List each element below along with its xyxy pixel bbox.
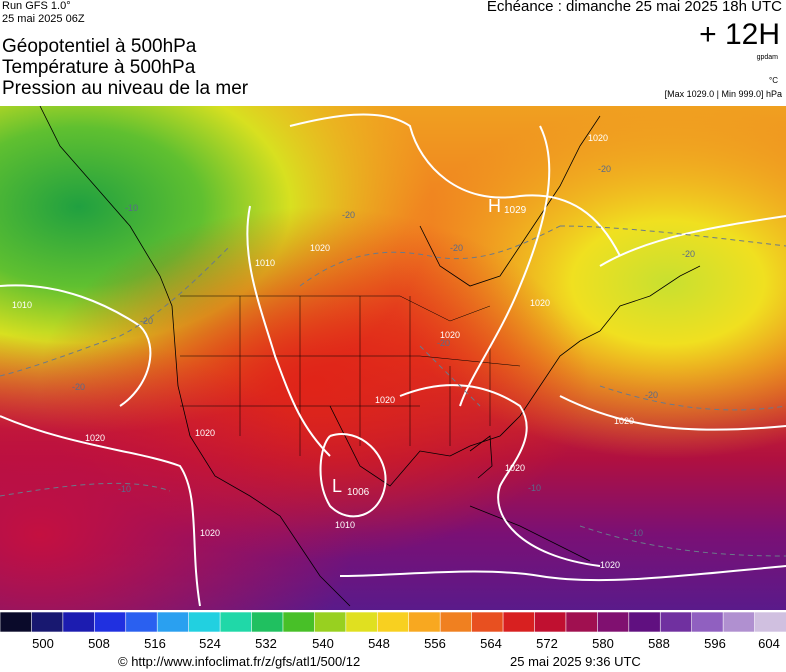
low-value: 1006: [347, 487, 370, 498]
colorbar-tick: 604: [758, 636, 780, 651]
colorbar-swatch: [94, 612, 127, 632]
isobar-label: 1020: [310, 243, 330, 253]
colorbar-swatch: [376, 612, 410, 632]
colorbar-tick: 588: [648, 636, 670, 651]
run-info: Run GFS 1.0° 25 mai 2025 06Z: [2, 0, 85, 26]
colorbar-tick: 500: [32, 636, 54, 651]
isobar-label: 1010: [12, 300, 32, 310]
isobar-label: 1020: [195, 428, 215, 438]
colorbar-swatch: [408, 612, 441, 632]
title-geopotential: Géopotentiel à 500hPa: [2, 36, 197, 57]
isobar-label: 1020: [375, 395, 395, 405]
colorbar-swatch: [251, 612, 284, 632]
run-time: 25 mai 2025 06Z: [2, 13, 85, 25]
colorbar-tick: 524: [199, 636, 221, 651]
isobars: [0, 113, 786, 607]
title-temperature: Température à 500hPa: [2, 57, 196, 78]
colorbar-swatch: [754, 612, 786, 632]
isotherm-label: -10: [630, 528, 643, 538]
colorbar-swatch: [345, 612, 379, 632]
colorbar-swatch: [628, 612, 662, 632]
isotherm-label: -20: [342, 210, 355, 220]
colorbar-tick: 580: [592, 636, 614, 651]
colorbar-swatch: [534, 612, 567, 632]
colorbar: [0, 612, 786, 632]
isobar-label: 1020: [505, 463, 525, 473]
isotherm-label: -20: [682, 249, 695, 259]
colorbar-tick: 540: [312, 636, 334, 651]
colorbar-swatch: [62, 612, 96, 632]
low-symbol: L: [332, 476, 342, 496]
colorbar-swatch: [439, 612, 473, 632]
source-credit: © http://www.infoclimat.fr/z/gfs/atl1/50…: [118, 654, 361, 669]
colorbar-swatch: [502, 612, 536, 632]
isobar-label: 1020: [200, 528, 220, 538]
colorbar-swatch: [219, 612, 253, 632]
colorbar-tick: 564: [480, 636, 502, 651]
isobar-labels: 1010 1020 1020 1010 1020 1020 1020 1020 …: [12, 133, 634, 570]
title-pressure: Pression au niveau de la mer: [2, 78, 249, 99]
isobar-label: 1020: [614, 416, 634, 426]
unit-geopotential: gpdam: [756, 54, 778, 61]
isotherm-label: -20: [437, 338, 450, 348]
colorbar-tick: 548: [368, 636, 390, 651]
colorbar-swatch: [156, 612, 190, 632]
high-pressure-center: H 1029: [488, 196, 527, 216]
generation-timestamp: 25 mai 2025 9:36 UTC: [510, 654, 641, 669]
colorbar-tick: 572: [536, 636, 558, 651]
isotherm-label: -20: [645, 390, 658, 400]
high-value: 1029: [504, 205, 527, 216]
colorbar-swatch: [31, 612, 64, 632]
isobar-label: 1020: [85, 433, 105, 443]
isobar-label: 1010: [255, 258, 275, 268]
colorbar-swatch: [597, 612, 630, 632]
colorbar-swatch: [0, 612, 33, 632]
isotherm-labels: -10 -20 -20 -20 -20 -20 -20 -20 -20 -10 …: [72, 164, 695, 538]
weather-map: 1010 1020 1020 1010 1020 1020 1020 1020 …: [0, 106, 786, 610]
colorbar-swatch: [722, 612, 756, 632]
colorbar-swatch: [314, 612, 347, 632]
low-pressure-center: L 1006: [332, 476, 370, 498]
colorbar-swatch: [282, 612, 316, 632]
isotherm-label: -10: [125, 203, 138, 213]
isotherm-label: -20: [598, 164, 611, 174]
colorbar-swatch: [659, 612, 693, 632]
colorbar-swatch: [471, 612, 504, 632]
isobar-label: 1020: [588, 133, 608, 143]
colorbar-swatch: [125, 612, 159, 632]
isobar-label: 1020: [600, 560, 620, 570]
colorbar-ticks: 500 508 516 524 532 540 548 556 564 572 …: [0, 636, 786, 652]
isotherm-label: -20: [450, 243, 463, 253]
isotherms: [0, 225, 786, 557]
colorbar-tick: 532: [255, 636, 277, 651]
lead-time: + 12H: [699, 18, 780, 51]
colorbar-swatch: [565, 612, 599, 632]
colorbar-tick: 596: [704, 636, 726, 651]
pressure-range: [Max 1029.0 | Min 999.0] hPa: [664, 89, 782, 99]
colorbar-tick: 556: [424, 636, 446, 651]
isobar-label: 1010: [335, 520, 355, 530]
colorbar-tick: 516: [144, 636, 166, 651]
unit-temperature: °C: [769, 76, 778, 85]
borders: [180, 295, 521, 456]
high-symbol: H: [488, 196, 501, 216]
colorbar-tick: 508: [88, 636, 110, 651]
isobar-label: 1020: [440, 330, 460, 340]
map-titles: Géopotentiel à 500hPa Température à 500h…: [2, 36, 248, 99]
validity-time: Echéance : dimanche 25 mai 2025 18h UTC: [486, 0, 782, 15]
isotherm-label: -20: [72, 382, 85, 392]
isotherm-label: -20: [140, 316, 153, 326]
colorbar-swatch: [691, 612, 724, 632]
run-model: Run GFS 1.0°: [2, 0, 71, 12]
isotherm-label: -10: [528, 483, 541, 493]
warm-area-pacific: [0, 106, 786, 610]
isobar-label: 1020: [530, 298, 550, 308]
colorbar-swatch: [188, 612, 221, 632]
isotherm-label: -10: [118, 484, 131, 494]
